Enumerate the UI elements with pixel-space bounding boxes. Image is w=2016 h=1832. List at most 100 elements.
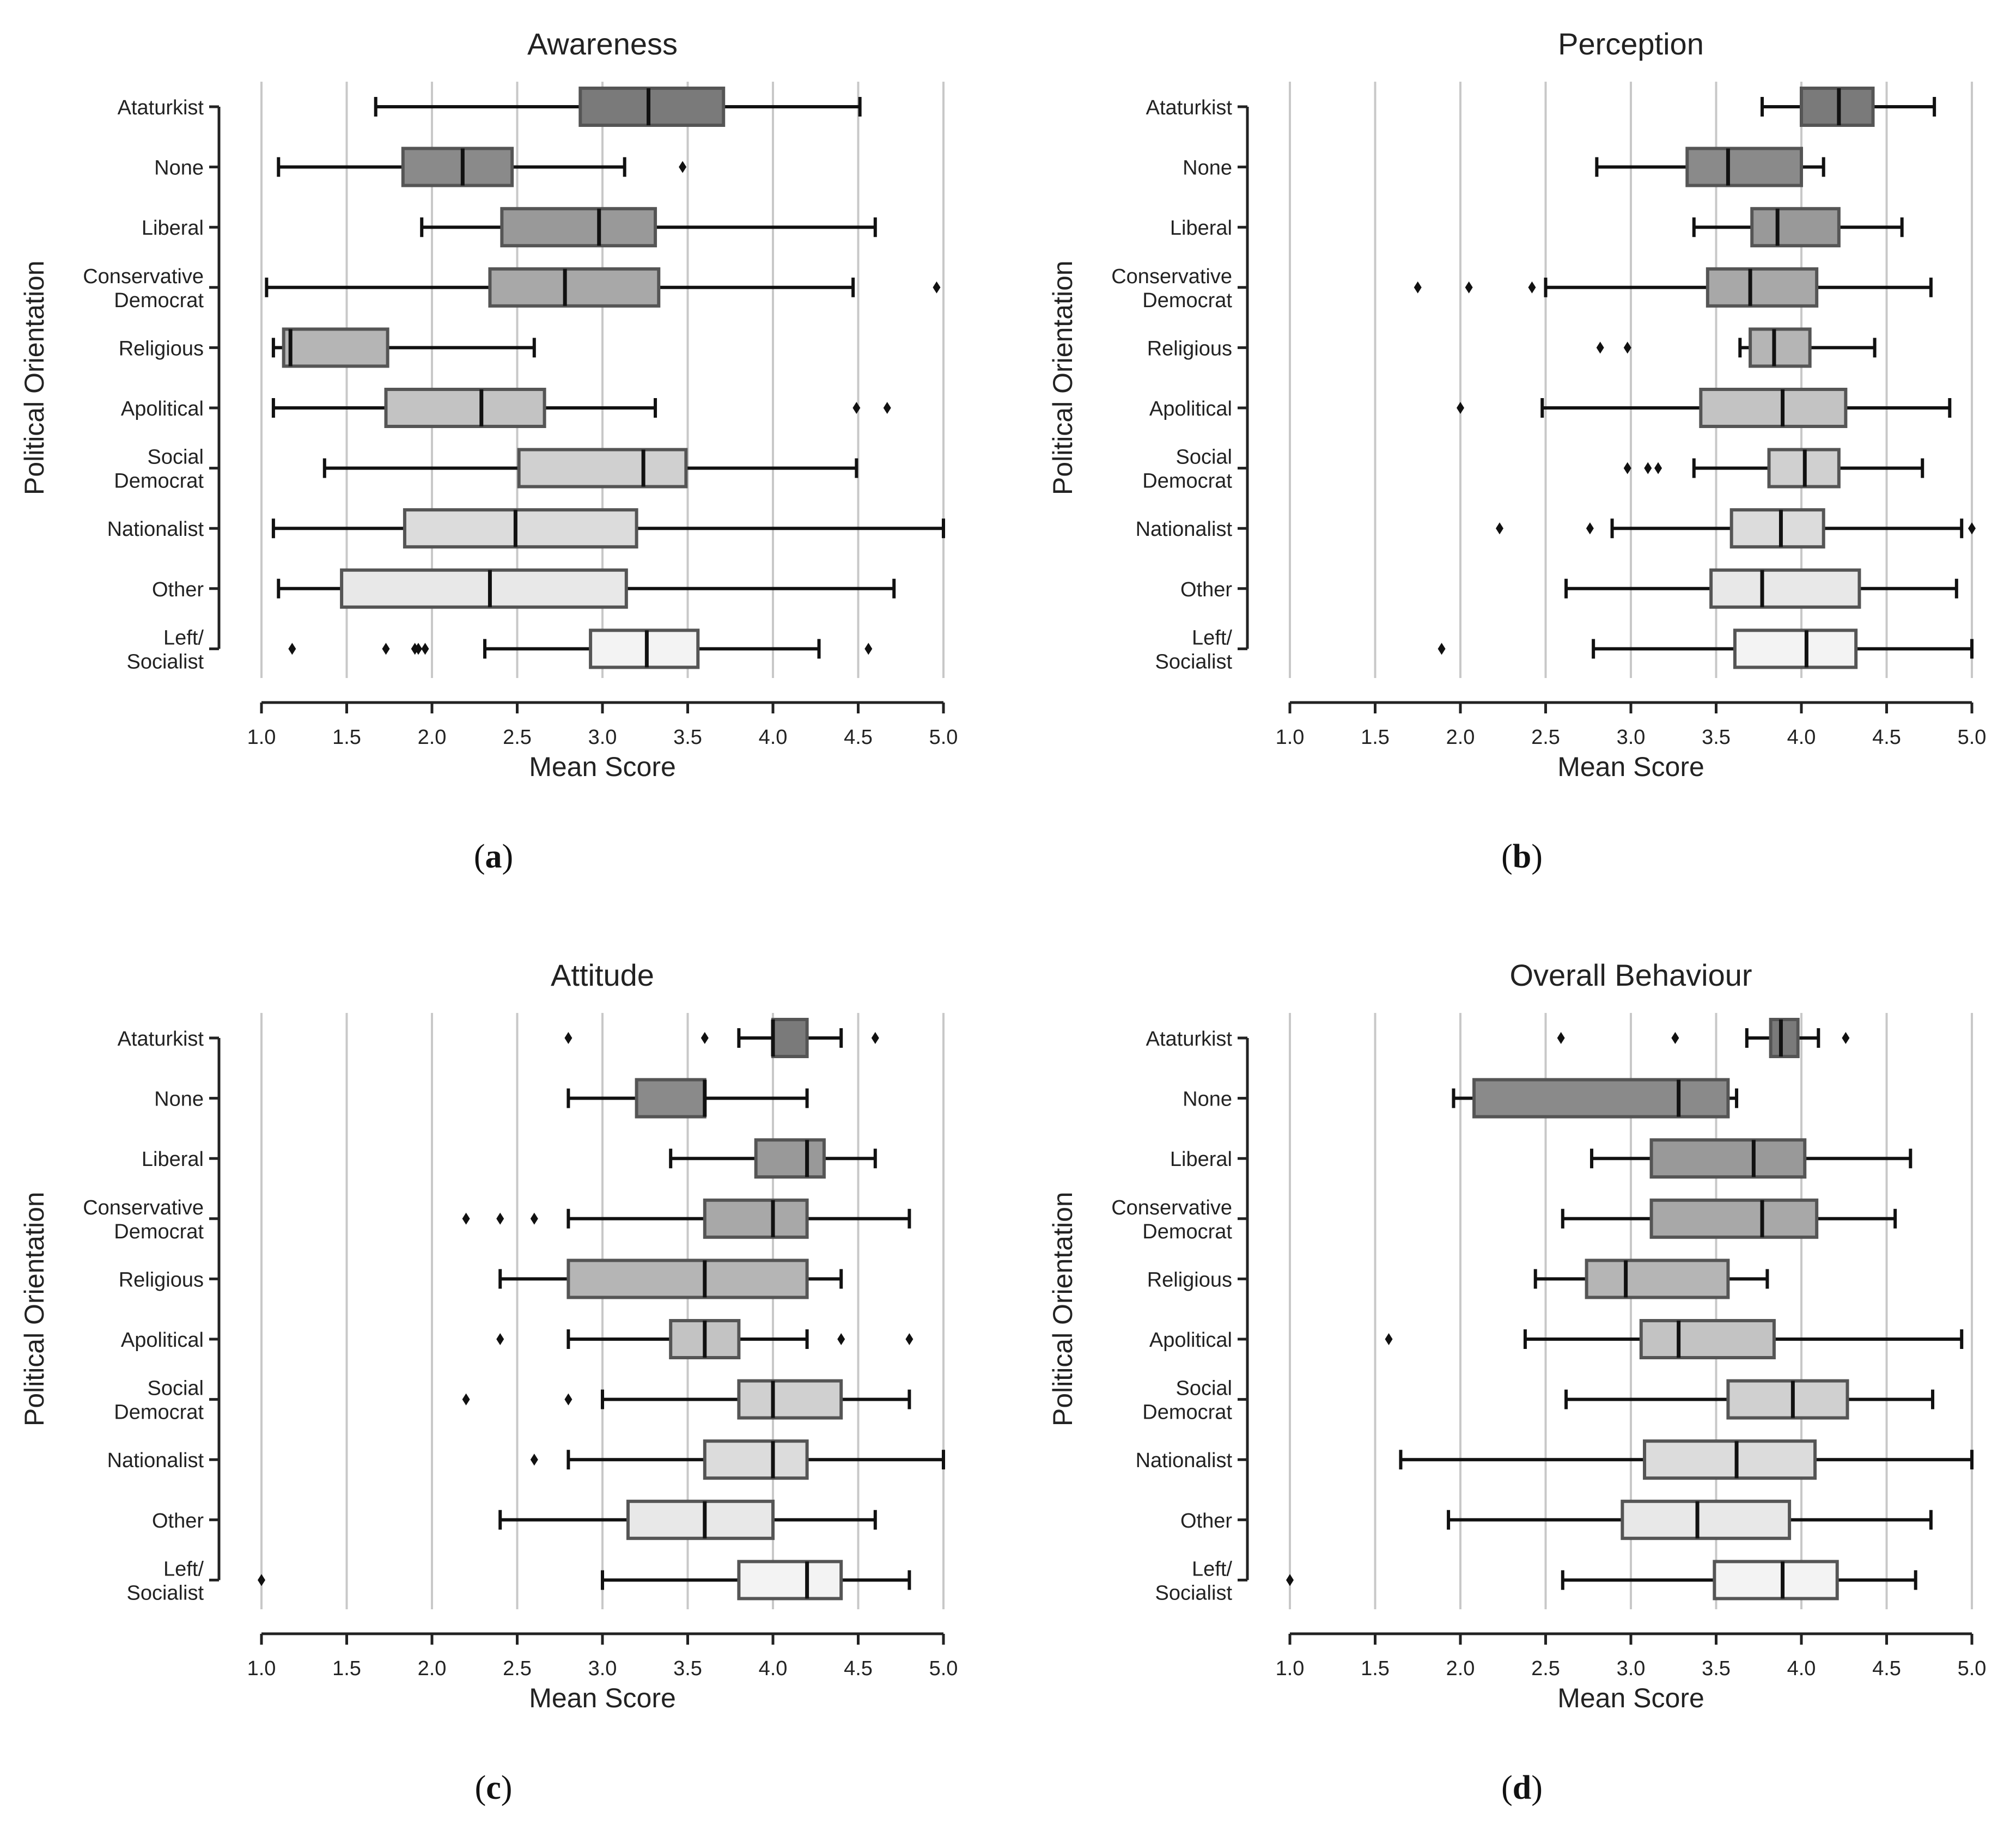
box-ataturkist xyxy=(374,87,862,127)
x-tick-label: 3.5 xyxy=(673,726,702,749)
x-tick-label: 2.0 xyxy=(418,726,447,749)
y-tick-label: Democrat xyxy=(114,1401,204,1424)
iqr-box xyxy=(1585,1259,1730,1299)
chart-title: Awareness xyxy=(527,27,678,61)
box-left-socialist xyxy=(1286,1560,1917,1601)
x-tick-label: 3.0 xyxy=(1617,1657,1646,1680)
x-tick-label: 2.0 xyxy=(1446,726,1475,749)
outlier-point xyxy=(1528,281,1536,294)
iqr-box xyxy=(703,1439,809,1480)
iqr-box xyxy=(517,448,688,488)
iqr-box xyxy=(1769,1018,1800,1058)
y-tick-label: Liberal xyxy=(1170,1148,1232,1171)
y-axis-label: Political Orientation xyxy=(19,1192,50,1426)
box-religious xyxy=(1596,327,1877,368)
chart-panel-c: Attitude 1.0 1.5 2.0 2.5 3.0 3.5 4.0 4.5 5.0 Mean … xyxy=(19,958,958,1713)
outlier-point xyxy=(933,281,941,294)
y-tick-label: Ataturkist xyxy=(1146,96,1233,119)
y-tick-label: Social xyxy=(148,446,204,469)
iqr-box xyxy=(626,1499,775,1540)
outlier-point xyxy=(496,1333,504,1345)
y-tick-label: Left/ xyxy=(163,626,204,649)
y-tick-label: Social xyxy=(148,1377,204,1400)
y-tick-label: Nationalist xyxy=(1136,518,1233,541)
x-tick-label: 4.5 xyxy=(844,1657,873,1680)
y-tick-label: Liberal xyxy=(142,1148,204,1171)
iqr-box xyxy=(567,1259,809,1299)
y-tick-label: Democrat xyxy=(114,1220,204,1243)
y-tick-label: Religious xyxy=(1147,337,1232,360)
iqr-box xyxy=(1706,267,1819,308)
box-social-democrat xyxy=(1564,1379,1935,1420)
y-tick-label: Other xyxy=(1180,1510,1232,1532)
iqr-box xyxy=(1750,207,1841,248)
y-tick-label: Apolitical xyxy=(121,1329,204,1352)
box-apolitical xyxy=(496,1319,913,1359)
panel-caption-d: (d) xyxy=(1501,1769,1543,1806)
x-tick-label: 1.5 xyxy=(1361,726,1390,749)
x-tick-label: 5.0 xyxy=(1958,726,1987,749)
x-tick-label: 3.5 xyxy=(673,1657,702,1680)
box-other xyxy=(1564,568,1958,609)
outlier-point xyxy=(1623,341,1631,354)
x-tick-label: 3.0 xyxy=(588,1657,617,1680)
x-tick-label: 3.5 xyxy=(1702,1657,1731,1680)
y-tick-label: Socialist xyxy=(127,1581,204,1604)
iqr-box xyxy=(1729,508,1825,549)
box-liberal xyxy=(669,1138,877,1179)
outlier-point xyxy=(258,1574,265,1586)
y-tick-label: Other xyxy=(152,578,204,601)
x-tick-label: 4.0 xyxy=(1787,726,1816,749)
box-apolitical xyxy=(1385,1319,1964,1359)
iqr-box xyxy=(1713,1560,1839,1601)
y-tick-label: Nationalist xyxy=(1136,1449,1233,1472)
box-nationalist xyxy=(1495,508,1976,549)
x-tick-label: 3.5 xyxy=(1702,726,1731,749)
iqr-box xyxy=(1709,568,1861,609)
x-tick-label: 4.5 xyxy=(1872,726,1901,749)
y-tick-label: Social xyxy=(1176,446,1233,469)
y-tick-label: Socialist xyxy=(127,650,204,673)
iqr-box xyxy=(589,628,700,669)
box-none xyxy=(567,1078,809,1119)
outlier-point xyxy=(530,1454,538,1466)
x-tick-label: 1.0 xyxy=(247,726,276,749)
box-other xyxy=(277,568,896,609)
outlier-point xyxy=(864,643,873,655)
iqr-box xyxy=(1649,1198,1819,1239)
outlier-point xyxy=(1671,1032,1679,1044)
iqr-box xyxy=(1649,1138,1807,1179)
y-tick-label: Conservative xyxy=(1111,265,1232,288)
iqr-box xyxy=(340,568,628,609)
x-tick-label: 2.5 xyxy=(503,1657,532,1680)
y-tick-label: Democrat xyxy=(1142,1401,1232,1424)
y-tick-label: None xyxy=(154,157,204,180)
box-religious xyxy=(498,1259,843,1299)
outlier-point xyxy=(414,643,422,655)
chart-title: Overall Behaviour xyxy=(1509,958,1752,992)
y-tick-label: Apolitical xyxy=(1149,1329,1232,1352)
iqr-box xyxy=(635,1078,706,1119)
outlier-point xyxy=(1414,281,1422,294)
box-social-democrat xyxy=(322,448,858,488)
box-apolitical xyxy=(271,388,891,428)
outlier-point xyxy=(288,643,296,655)
outlier-point xyxy=(1385,1333,1393,1345)
y-tick-label: Democrat xyxy=(1142,470,1232,493)
outlier-point xyxy=(1586,522,1594,535)
x-axis-label: Mean Score xyxy=(1557,1683,1704,1713)
x-tick-label: 2.5 xyxy=(1531,1657,1560,1680)
x-tick-label: 1.5 xyxy=(332,1657,361,1680)
outlier-point xyxy=(1438,643,1446,655)
x-tick-label: 3.0 xyxy=(588,726,617,749)
iqr-box xyxy=(488,267,661,308)
outlier-point xyxy=(462,1212,470,1225)
x-tick-label: 1.5 xyxy=(1361,1657,1390,1680)
panel-caption-a: (a) xyxy=(473,838,514,875)
y-tick-label: Left/ xyxy=(1192,626,1232,649)
y-tick-label: Socialist xyxy=(1155,650,1233,673)
outlier-point xyxy=(1457,402,1464,414)
x-axis-label: Mean Score xyxy=(1557,752,1704,782)
iqr-box xyxy=(282,327,389,368)
